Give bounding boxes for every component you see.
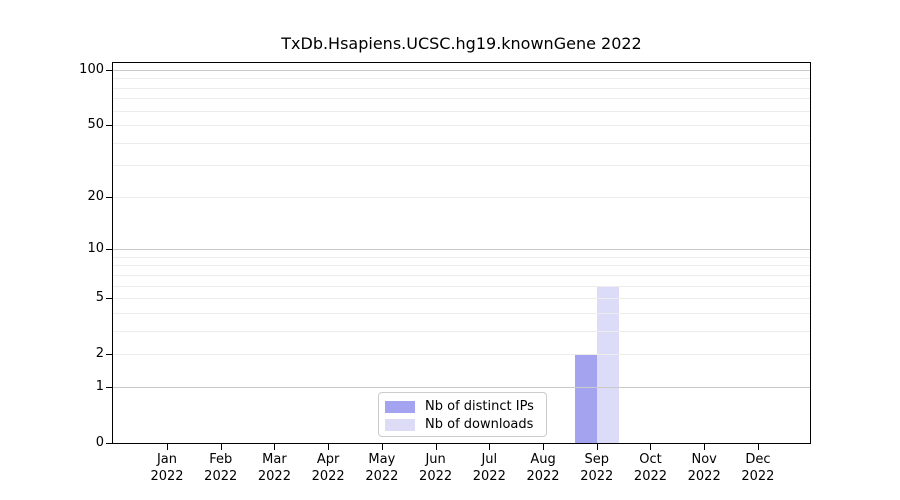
x-tick-label: Feb 2022 [204,452,238,484]
legend-label-downloads: Nb of downloads [425,417,534,432]
x-tick-label: Nov 2022 [687,452,721,484]
x-tick-mark [220,444,222,450]
y-tick-label: 2 [95,346,104,362]
major-gridline [113,249,810,251]
y-tick-mark [106,196,112,198]
y-tick-label: 50 [87,117,104,133]
x-tick-mark [274,444,276,450]
minor-gridline [113,256,810,258]
minor-gridline [113,165,810,167]
x-tick-label: Jan 2022 [150,452,184,484]
y-tick-label: 5 [95,290,104,306]
x-tick-mark [543,444,545,450]
minor-gridline [113,78,810,80]
minor-gridline [113,298,810,300]
major-gridline [113,386,810,388]
y-tick-mark [106,298,112,300]
x-tick-label: Sep 2022 [580,452,614,484]
bar-distinct-ips [574,354,597,443]
minor-gridline [113,98,810,100]
legend-label-distinct-ips: Nb of distinct IPs [425,399,534,414]
x-tick-label: Oct 2022 [633,452,668,484]
y-tick-label: 100 [79,61,104,77]
x-tick-label: Apr 2022 [311,452,345,484]
y-tick-mark [106,249,112,251]
x-tick-mark [435,444,437,450]
x-tick-label: Mar 2022 [257,452,291,484]
chart-title: TxDb.Hsapiens.UCSC.hg19.knownGene 2022 [281,34,642,53]
x-tick-mark [489,444,491,450]
x-tick-label: Jun 2022 [419,452,453,484]
minor-gridline [113,330,810,332]
x-tick-mark [704,444,706,450]
minor-gridline [113,274,810,276]
x-tick-mark [328,444,330,450]
minor-gridline [113,125,810,127]
y-tick-label: 20 [87,188,104,204]
y-tick-label: 10 [87,241,104,257]
minor-gridline [113,87,810,89]
x-tick-mark [757,444,759,450]
minor-gridline [113,354,810,356]
y-tick-label: 0 [95,435,104,450]
minor-gridline [113,110,810,112]
y-tick-mark [106,69,112,71]
y-tick-mark [106,354,112,356]
legend-row: Nb of downloads [385,416,538,433]
minor-gridline [113,142,810,144]
legend-swatch-downloads [385,418,415,431]
legend-swatch-distinct-ips [385,400,415,413]
major-gridline [113,69,810,71]
minor-gridline [113,196,810,198]
x-tick-label: Dec 2022 [741,452,775,484]
x-tick-label: May 2022 [365,452,399,484]
x-tick-mark [596,444,598,450]
legend: Nb of distinct IPs Nb of downloads [378,392,547,437]
y-tick-mark [106,125,112,127]
x-tick-mark [650,444,652,450]
legend-row: Nb of distinct IPs [385,398,538,415]
y-tick-mark [106,386,112,388]
minor-gridline [113,265,810,267]
x-tick-label: Aug 2022 [526,452,560,484]
bar-downloads [596,285,619,443]
minor-gridline [113,312,810,314]
y-tick-mark [106,443,112,444]
x-tick-label: Jul 2022 [472,452,506,484]
plot-area [112,62,811,444]
x-tick-mark [381,444,383,450]
y-tick-label: 1 [95,378,104,394]
x-tick-mark [167,444,168,450]
plot-inner [113,63,810,443]
minor-gridline [113,285,810,287]
